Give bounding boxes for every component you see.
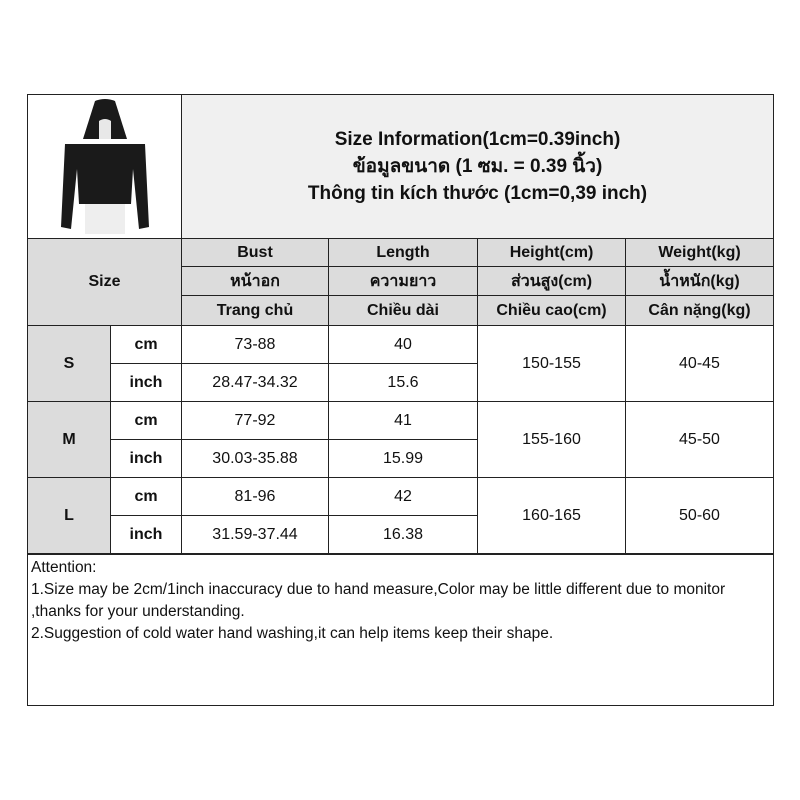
bust-value: 30.03-35.88 bbox=[181, 439, 329, 478]
size-label: M bbox=[27, 401, 111, 478]
column-header: Height(cm) bbox=[477, 238, 626, 267]
title-line3: Thông tin kích thước (1cm=0,39 inch) bbox=[307, 183, 648, 204]
bust-value: 77-92 bbox=[181, 401, 329, 440]
height-value: 150-155 bbox=[477, 325, 626, 402]
attention-note2: 2.Suggestion of cold water hand washing,… bbox=[31, 625, 554, 642]
product-photo bbox=[60, 99, 149, 234]
attention-note1: 1.Size may be 2cm/1inch inaccuracy due t… bbox=[31, 581, 726, 620]
size-label: L bbox=[27, 477, 111, 554]
column-header: Length bbox=[328, 238, 478, 267]
title-line2: ข้อมูลขนาด (1 ซม. = 0.39 นิ้ว) bbox=[352, 156, 603, 177]
column-header: Weight(kg) bbox=[625, 238, 774, 267]
unit-label: cm bbox=[110, 325, 182, 364]
height-value: 155-160 bbox=[477, 401, 626, 478]
attention-notes: Attention: 1.Size may be 2cm/1inch inaccu… bbox=[27, 554, 774, 706]
weight-value: 50-60 bbox=[625, 477, 774, 554]
column-header: Chiều cao(cm) bbox=[477, 295, 626, 326]
column-header: Bust bbox=[181, 238, 329, 267]
length-value: 41 bbox=[328, 401, 478, 440]
weight-value: 40-45 bbox=[625, 325, 774, 402]
size-header: Size bbox=[27, 238, 182, 326]
height-value: 160-165 bbox=[477, 477, 626, 554]
size-info-title: Size Information(1cm=0.39inch) ข้อมูลขนาด… bbox=[181, 94, 774, 239]
column-header: น้ำหนัก(kg) bbox=[625, 266, 774, 296]
bust-value: 81-96 bbox=[181, 477, 329, 516]
column-header: Chiều dài bbox=[328, 295, 478, 326]
column-header: ส่วนสูง(cm) bbox=[477, 266, 626, 296]
bust-value: 28.47-34.32 bbox=[181, 363, 329, 402]
unit-label: cm bbox=[110, 401, 182, 440]
unit-label: inch bbox=[110, 515, 182, 554]
unit-label: inch bbox=[110, 363, 182, 402]
weight-value: 45-50 bbox=[625, 401, 774, 478]
column-header: Cân nặng(kg) bbox=[625, 295, 774, 326]
column-header: หน้าอก bbox=[181, 266, 329, 296]
bust-value: 73-88 bbox=[181, 325, 329, 364]
length-value: 42 bbox=[328, 477, 478, 516]
product-image bbox=[27, 94, 182, 239]
column-header: ความยาว bbox=[328, 266, 478, 296]
unit-label: inch bbox=[110, 439, 182, 478]
length-value: 40 bbox=[328, 325, 478, 364]
length-value: 15.99 bbox=[328, 439, 478, 478]
attention-heading: Attention: bbox=[31, 559, 97, 576]
unit-label: cm bbox=[110, 477, 182, 516]
title-line1: Size Information(1cm=0.39inch) bbox=[334, 129, 621, 150]
size-label: S bbox=[27, 325, 111, 402]
bust-value: 31.59-37.44 bbox=[181, 515, 329, 554]
length-value: 15.6 bbox=[328, 363, 478, 402]
length-value: 16.38 bbox=[328, 515, 478, 554]
column-header: Trang chủ bbox=[181, 295, 329, 326]
